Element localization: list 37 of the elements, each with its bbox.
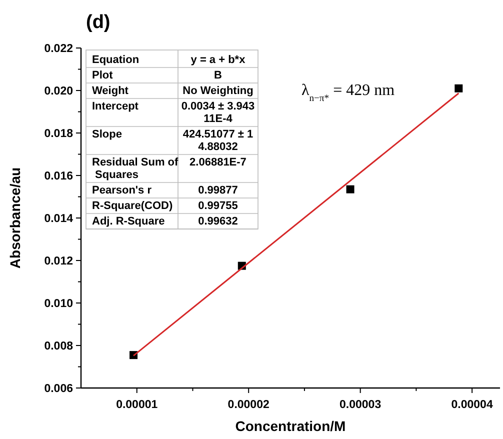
point xyxy=(454,84,463,92)
annotation: Adj. R-Square xyxy=(92,216,165,228)
y-axis-title: Absorbance/au xyxy=(7,167,23,269)
annotation: 0.99632 xyxy=(198,216,238,228)
y-tick-label: 0.014 xyxy=(44,213,74,225)
annotation: 0.99755 xyxy=(198,200,238,212)
annotation: Equation xyxy=(92,54,140,66)
annotation: 2.06881E-7 xyxy=(190,156,246,168)
annotation: 0.0034 ± 3.943 11E-4 xyxy=(181,100,255,125)
annotation: y = a + b*x xyxy=(190,54,246,66)
annotation: Residual Sum of Squares xyxy=(92,156,179,181)
annotation: Slope xyxy=(92,128,122,140)
x-tick-label: 0.00003 xyxy=(340,399,382,411)
y-tick-label: 0.018 xyxy=(44,128,74,140)
annotation: R-Square(COD) xyxy=(92,200,174,212)
y-tick-label: 0.020 xyxy=(44,86,73,98)
x-tick-label: 0.00001 xyxy=(116,399,158,411)
annotation: 424.51077 ± 1 4.88032 xyxy=(182,128,254,153)
annotation: Weight xyxy=(92,85,129,97)
y-tick-label: 0.012 xyxy=(44,256,73,268)
point xyxy=(346,185,354,194)
y-tick-label: 0.010 xyxy=(44,298,73,310)
y-tick-label: 0.006 xyxy=(44,383,73,395)
x-tick-label: 0.00002 xyxy=(228,399,270,411)
y-tick-label: 0.016 xyxy=(44,170,73,182)
x-axis-title: Concentration/M xyxy=(235,418,346,434)
annotation: Plot xyxy=(92,70,114,82)
annotation: Pearson's r xyxy=(92,184,152,196)
annotation: No Weighting xyxy=(182,85,254,97)
annotation: λ$_{n−π*}$ = 429 nm xyxy=(301,82,396,104)
y-tick-label: 0.008 xyxy=(44,340,74,352)
x-tick-label: 0.00004 xyxy=(451,399,494,411)
annotation: Intercept xyxy=(92,100,139,112)
chart-title: (d) xyxy=(86,12,110,33)
annotation: 0.99877 xyxy=(198,184,238,196)
y-tick-label: 0.022 xyxy=(44,43,73,55)
annotation: B xyxy=(214,70,222,82)
